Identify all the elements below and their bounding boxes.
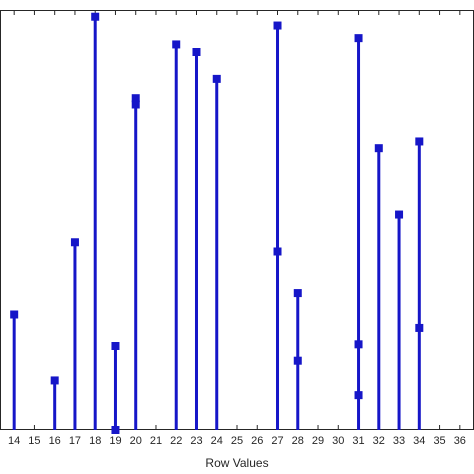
stem-34 <box>415 137 424 430</box>
x-tick-label: 27 <box>271 435 283 447</box>
x-tick-label: 35 <box>433 435 445 447</box>
stem-32 <box>374 144 383 430</box>
stem-marker <box>415 137 424 146</box>
x-tick-label: 32 <box>373 435 385 447</box>
stem-marker <box>293 289 302 298</box>
x-tick-marks <box>13 10 461 430</box>
x-tick-label: 31 <box>352 435 364 447</box>
stem-marker <box>172 40 181 49</box>
stem-18 <box>91 12 100 430</box>
x-tick-label: 33 <box>393 435 405 447</box>
x-tick-label: 17 <box>69 435 81 447</box>
stem-marker <box>273 247 282 256</box>
stem-marker <box>212 74 221 83</box>
stem-27 <box>273 21 282 430</box>
x-tick-label: 26 <box>251 435 263 447</box>
stem-marker <box>354 34 363 43</box>
plot-box <box>0 10 474 430</box>
axes-frame <box>0 10 474 430</box>
x-tick-labels: 14 15 16 17 18 19 20 21 22 23 24 25 26 27 28 29 30 31 32 33… <box>8 435 466 447</box>
x-tick-label: 21 <box>150 435 162 447</box>
stem-33 <box>395 210 404 430</box>
x-tick-label: 28 <box>292 435 304 447</box>
stem-marker <box>273 21 282 30</box>
stem-28 <box>293 289 302 430</box>
stem-marker <box>354 340 363 349</box>
stem-marker <box>192 48 201 56</box>
stem-20 <box>131 94 140 430</box>
x-tick-label: 14 <box>8 435 20 447</box>
x-tick-label: 19 <box>109 435 121 447</box>
x-tick-label: 23 <box>190 435 202 447</box>
stems <box>10 12 424 434</box>
stem-24 <box>212 74 221 430</box>
x-tick-label: 25 <box>231 435 243 447</box>
stem-marker <box>50 376 59 385</box>
stem-14 <box>10 310 19 430</box>
x-axis-label: Row Values <box>205 456 268 470</box>
stem-19 <box>111 342 120 434</box>
stem-marker <box>354 391 363 400</box>
stem-marker <box>111 426 120 434</box>
stem-31 <box>354 34 363 430</box>
x-tick-label: 34 <box>413 435 425 447</box>
x-tick-label: 36 <box>454 435 466 447</box>
x-tick-label: 30 <box>332 435 344 447</box>
x-tick-label: 16 <box>49 435 61 447</box>
stem-marker <box>395 210 404 219</box>
x-tick-label: 24 <box>211 435 223 447</box>
stem-marker <box>10 310 19 319</box>
stem-23 <box>192 48 201 430</box>
stem-marker <box>91 12 100 21</box>
stem-marker <box>293 356 302 365</box>
x-tick-label: 29 <box>312 435 324 447</box>
x-tick-label: 18 <box>89 435 101 447</box>
x-tick-label: 15 <box>28 435 40 447</box>
x-tick-label: 22 <box>170 435 182 447</box>
stem-marker <box>131 100 140 109</box>
stem-16 <box>50 376 59 430</box>
stem-marker <box>131 94 140 103</box>
stem-marker <box>415 323 424 332</box>
stem-22 <box>172 40 181 430</box>
stem-marker <box>111 342 120 350</box>
x-tick-label: 20 <box>130 435 142 447</box>
stem-marker <box>374 144 383 153</box>
stem-17 <box>70 238 79 430</box>
stem-marker <box>70 238 79 247</box>
